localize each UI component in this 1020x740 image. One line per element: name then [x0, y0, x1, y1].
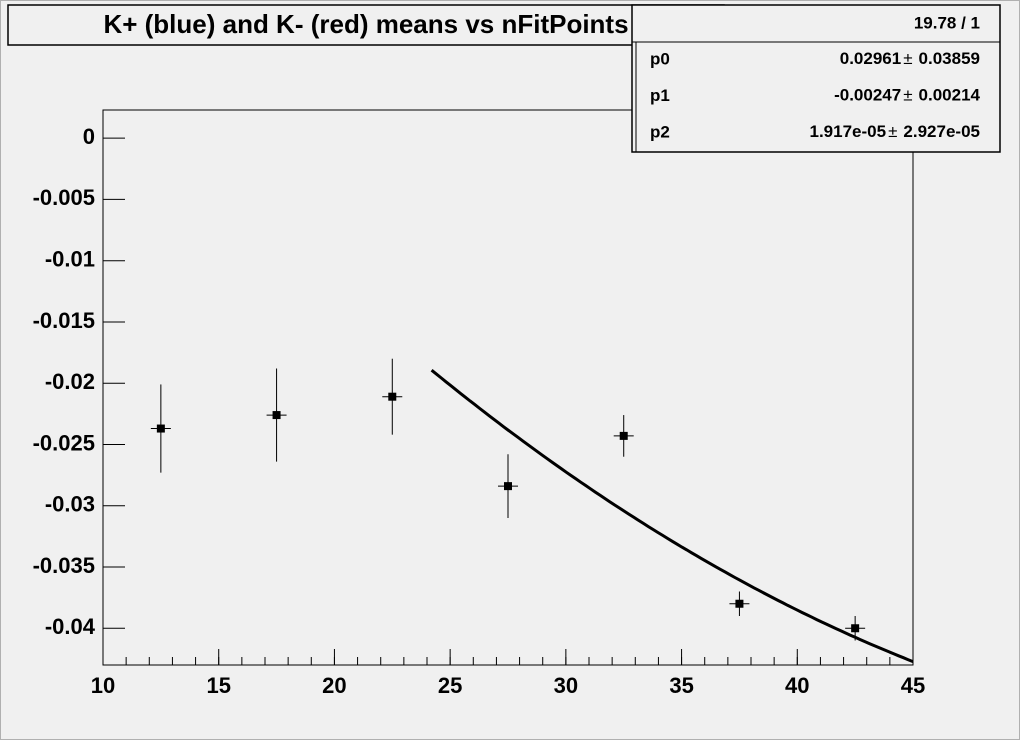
stats-frame	[631, 4, 1001, 153]
y-tick-label: -0.005	[33, 185, 95, 210]
param-value: 0.02961	[840, 49, 901, 68]
param-name: p1	[650, 86, 670, 105]
marker	[619, 431, 628, 440]
x-tick-label: 20	[322, 673, 346, 698]
param-pm: ±	[903, 49, 912, 68]
param-value: 1.917e-05 ±2.927e-05	[810, 122, 981, 141]
x-tick-label: 10	[91, 673, 115, 698]
param-value: 1.917e-05	[810, 122, 887, 141]
y-tick-label: -0.035	[33, 553, 95, 578]
x-tick-label: 45	[901, 673, 925, 698]
y-tick-label: -0.03	[45, 492, 95, 517]
param-value: -0.00247 ±0.00214	[834, 86, 980, 105]
param-error: 0.03859	[919, 49, 980, 68]
param-error: 0.00214	[919, 86, 981, 105]
marker	[156, 424, 165, 433]
title-box	[7, 4, 725, 46]
chi2-ndf: 19.78 / 1	[914, 13, 980, 32]
chart-title: K+ (blue) and K- (red) means vs nFitPoin…	[103, 9, 628, 39]
y-tick-label: 0	[83, 124, 95, 149]
x-tick-label: 35	[669, 673, 693, 698]
marker	[388, 392, 397, 401]
y-tick-label: -0.02	[45, 369, 95, 394]
marker	[735, 599, 744, 608]
param-pm: ±	[903, 86, 912, 105]
param-value: 0.02961 ±0.03859	[840, 49, 980, 68]
param-error: 2.927e-05	[903, 122, 980, 141]
param-pm: ±	[888, 122, 897, 141]
y-tick-label: -0.025	[33, 430, 95, 455]
y-tick-label: -0.01	[45, 247, 95, 272]
y-tick-label: -0.015	[33, 308, 95, 333]
frame	[102, 109, 914, 666]
marker	[851, 624, 860, 633]
y-tick-label: -0.04	[45, 614, 96, 639]
param-value: -0.00247	[834, 86, 901, 105]
x-tick-label: 40	[785, 673, 809, 698]
marker	[504, 482, 512, 491]
x-tick-label: 25	[438, 673, 462, 698]
x-tick-label: 30	[554, 673, 578, 698]
x-tick-label: 15	[206, 673, 230, 698]
param-name: p2	[650, 122, 670, 141]
marker	[272, 411, 281, 420]
fit-curve	[430, 369, 914, 663]
param-name: p0	[650, 49, 670, 68]
